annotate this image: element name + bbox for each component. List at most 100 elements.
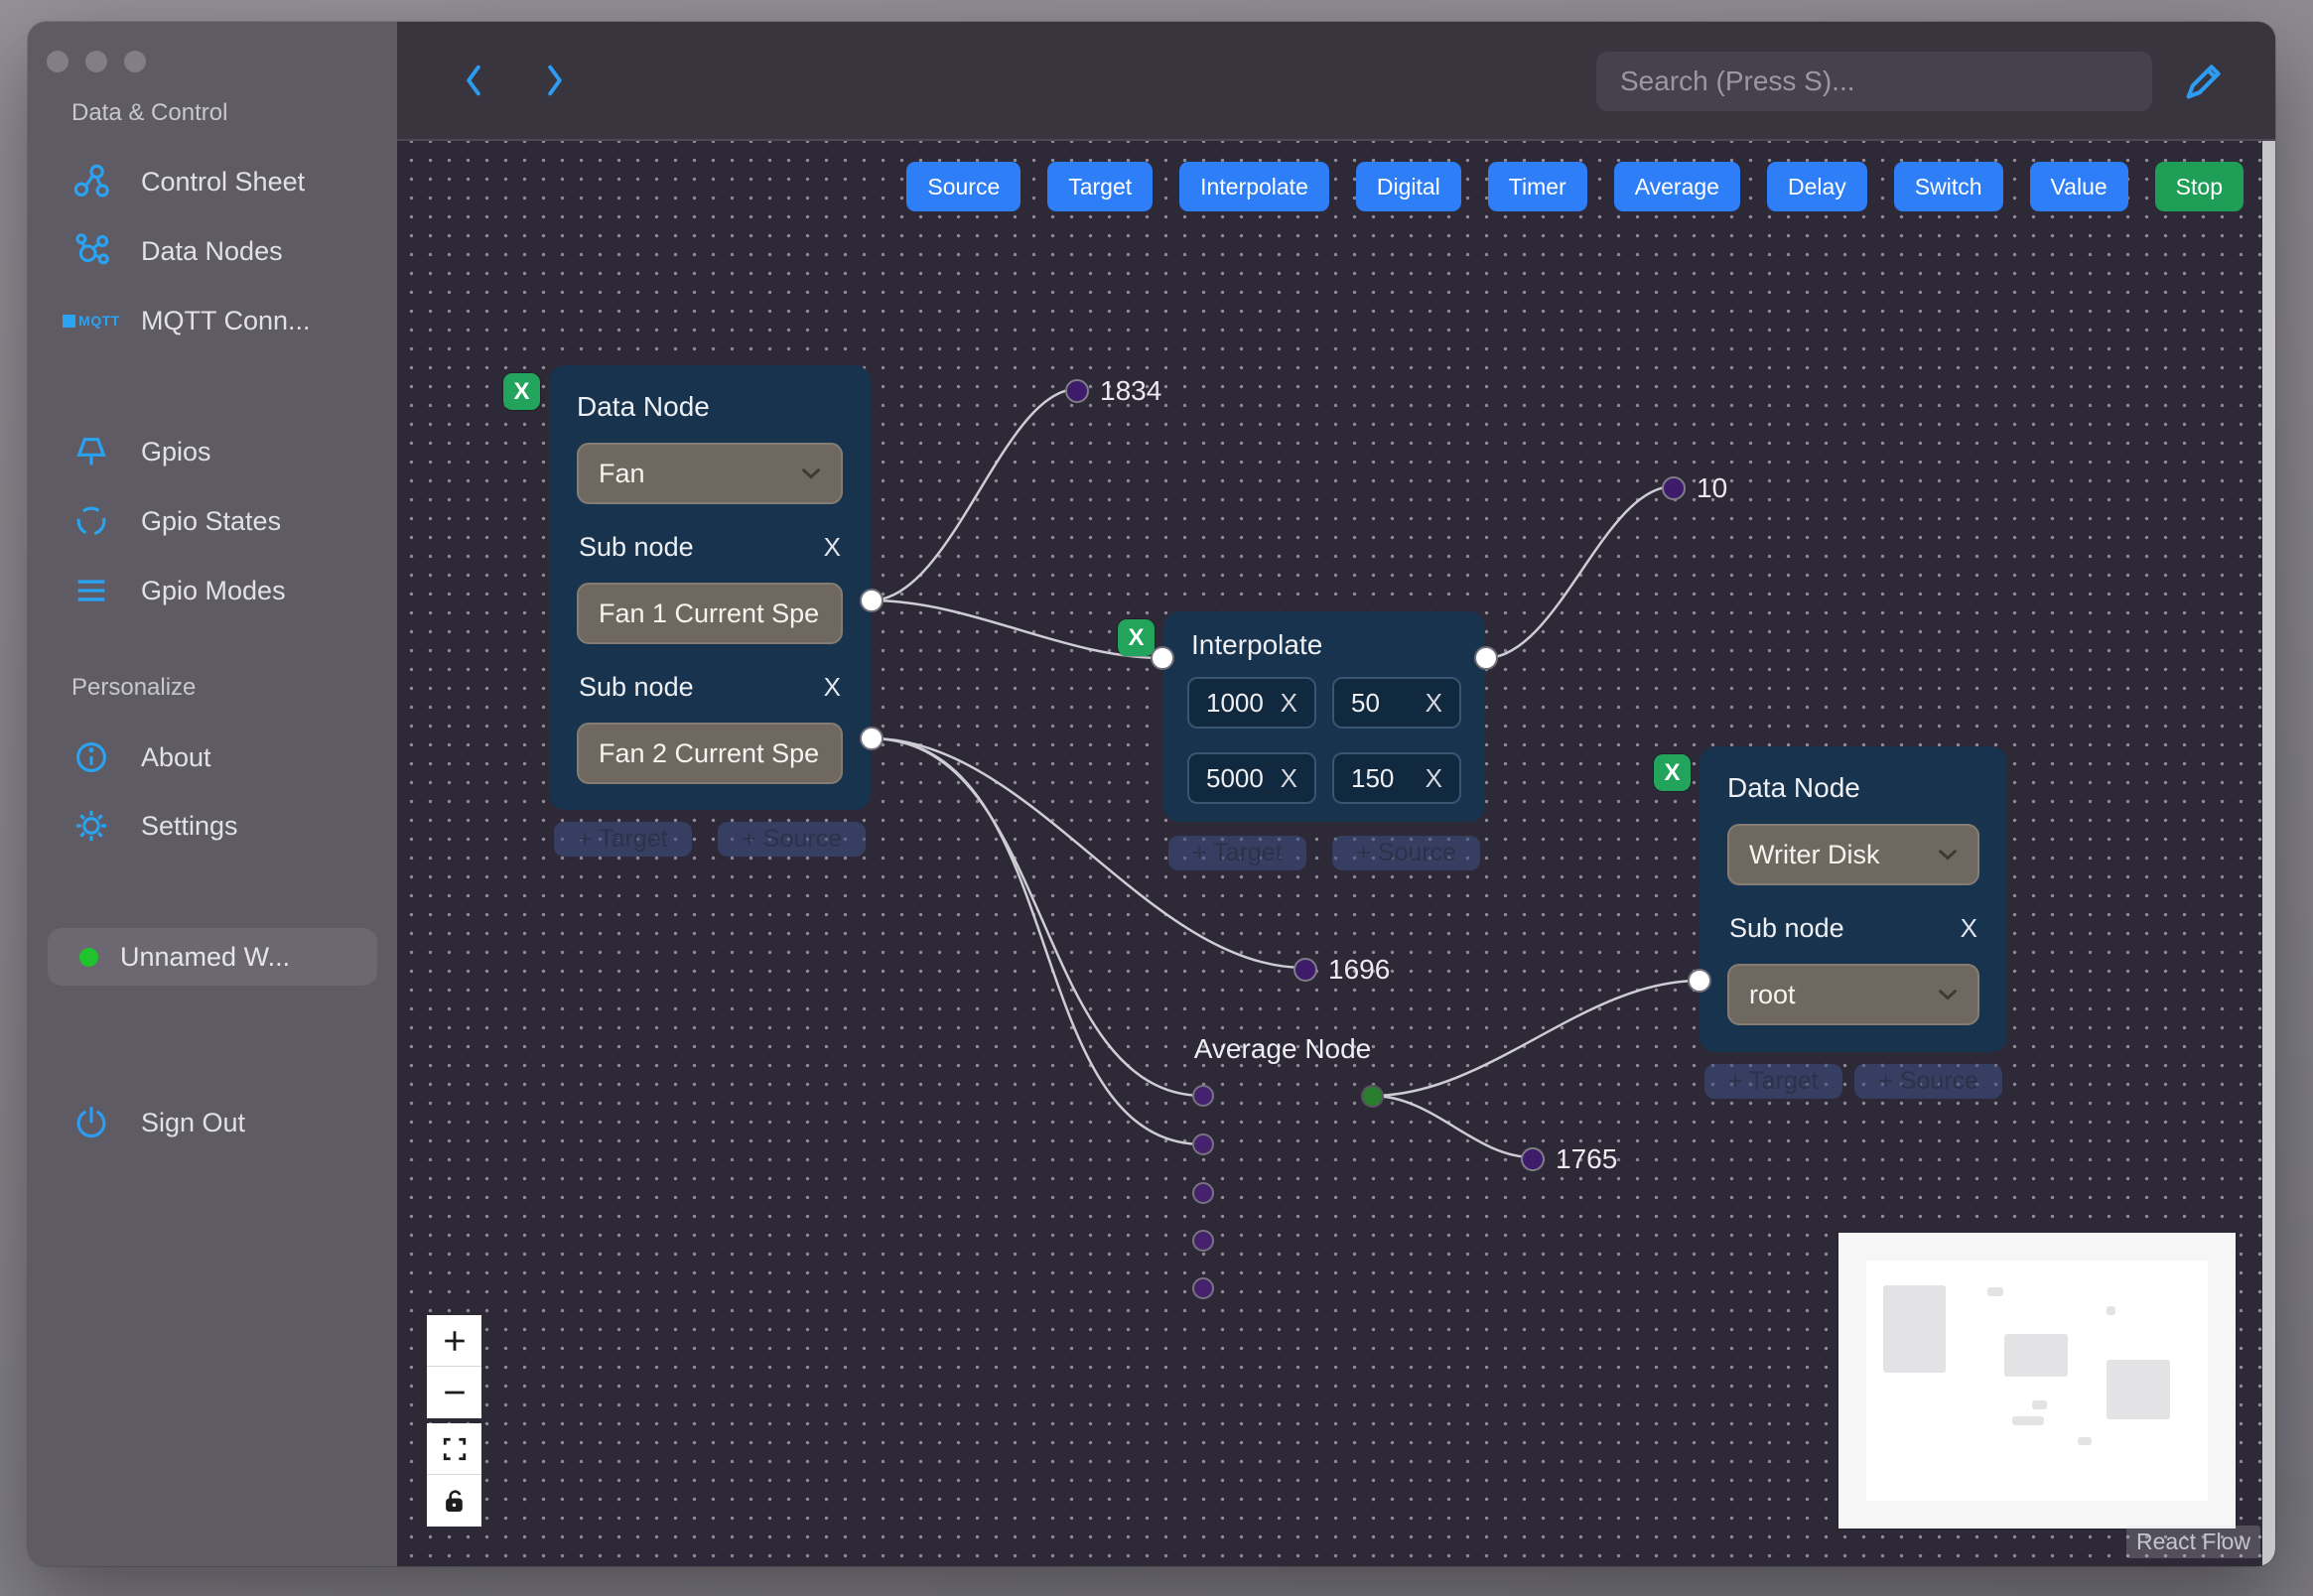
search-input[interactable]	[1596, 52, 2152, 111]
vertical-scrollbar[interactable]	[2262, 141, 2275, 1566]
minimap-node	[2078, 1437, 2092, 1445]
add-target-pill[interactable]: + Target	[1704, 1064, 1842, 1099]
sidebar-item-sign-out[interactable]: Sign Out	[71, 1088, 245, 1157]
sidebar-item-gpio-modes[interactable]: Gpio Modes	[71, 556, 286, 625]
remove-value-button[interactable]: X	[1280, 762, 1297, 793]
lines-icon	[71, 571, 111, 610]
node-title: Data Node	[577, 391, 710, 422]
add-switch-node-button[interactable]: Switch	[1893, 162, 2003, 211]
zoom-button[interactable]	[124, 51, 146, 72]
delete-node-button[interactable]: X	[503, 373, 540, 410]
add-value-node-button[interactable]: Value	[2029, 162, 2128, 211]
interpolate-input[interactable]: 50 X	[1332, 677, 1461, 729]
add-interpolate-node-button[interactable]: Interpolate	[1179, 162, 1329, 211]
add-target-node-button[interactable]: Target	[1047, 162, 1154, 211]
subnode-select[interactable]: Fan 1 Current Spe	[577, 583, 843, 644]
data-nodes-icon	[71, 231, 111, 271]
average-target-handle[interactable]	[1192, 1085, 1214, 1107]
gear-icon	[71, 806, 111, 846]
fit-view-button[interactable]	[427, 1423, 481, 1475]
back-button[interactable]	[459, 64, 488, 97]
remove-subnode-button[interactable]: X	[823, 532, 841, 562]
source-handle-fan1[interactable]	[860, 589, 884, 612]
forward-button[interactable]	[540, 64, 570, 97]
value-handle[interactable]	[1662, 476, 1686, 500]
sidebar-item-control-sheet[interactable]: Control Sheet	[71, 147, 305, 216]
remove-subnode-button[interactable]: X	[1960, 913, 1977, 943]
add-target-pill[interactable]: + Target	[554, 822, 692, 857]
target-handle-writer[interactable]	[1688, 969, 1711, 993]
average-source-handle[interactable]	[1361, 1085, 1384, 1108]
value-handle[interactable]	[1521, 1147, 1545, 1171]
delete-node-button[interactable]: X	[1118, 619, 1155, 656]
average-target-handle[interactable]	[1192, 1230, 1214, 1252]
lock-button[interactable]	[427, 1475, 481, 1527]
interpolate-input[interactable]: 150 X	[1332, 752, 1461, 804]
sidebar-item-data-nodes[interactable]: Data Nodes	[71, 216, 283, 286]
add-digital-node-button[interactable]: Digital	[1355, 162, 1461, 211]
average-target-handle[interactable]	[1192, 1133, 1214, 1155]
fit-view-icon	[443, 1437, 466, 1460]
workspace-status-dot	[79, 947, 98, 967]
sidebar-item-mqtt[interactable]: MQTT MQTT Conn...	[63, 286, 311, 355]
add-source-node-button[interactable]: Source	[906, 162, 1021, 211]
zoom-out-button[interactable]	[427, 1367, 481, 1418]
minimap[interactable]	[1838, 1233, 2236, 1529]
remove-value-button[interactable]: X	[1425, 687, 1442, 718]
source-handle-interpolate[interactable]	[1474, 646, 1498, 670]
sidebar-item-gpio-states[interactable]: Gpio States	[71, 486, 281, 556]
stop-button[interactable]: Stop	[2154, 162, 2244, 211]
edge-average-1765	[1371, 1094, 1534, 1159]
sidebar-item-label: Control Sheet	[141, 166, 306, 197]
close-button[interactable]	[47, 51, 68, 72]
minimap-node	[2107, 1306, 2115, 1315]
edge-fan2-1696	[870, 736, 1306, 970]
edge-value-label: 10	[1662, 472, 1727, 504]
interpolate-input[interactable]: 1000 X	[1187, 677, 1316, 729]
interpolate-input[interactable]: 5000 X	[1187, 752, 1316, 804]
sidebar-item-settings[interactable]: Settings	[71, 791, 238, 861]
sidebar-item-workspace[interactable]: Unnamed W...	[48, 928, 377, 986]
sidebar-item-label: About	[141, 741, 211, 772]
remove-value-button[interactable]: X	[1280, 687, 1297, 718]
subnode-select[interactable]: root	[1727, 964, 1979, 1025]
add-source-pill[interactable]: + Source	[1854, 1064, 2002, 1099]
node-data-writer-disk[interactable]: X Data Node Writer Disk Sub node X root …	[1654, 746, 2007, 1099]
add-timer-node-button[interactable]: Timer	[1487, 162, 1587, 211]
minimap-node	[1883, 1285, 1946, 1373]
chevron-down-icon	[801, 467, 821, 479]
sub-node-label: Sub node	[579, 532, 694, 562]
add-target-pill[interactable]: + Target	[1168, 836, 1306, 870]
remove-subnode-button[interactable]: X	[823, 672, 841, 702]
remove-value-button[interactable]: X	[1425, 762, 1442, 793]
average-target-handle[interactable]	[1192, 1277, 1214, 1299]
sidebar-item-label: Gpio Modes	[141, 575, 286, 605]
subnode-select[interactable]: Fan 2 Current Spe	[577, 723, 843, 784]
flow-canvas[interactable]: Source Target Interpolate Digital Timer …	[397, 141, 2275, 1566]
add-delay-node-button[interactable]: Delay	[1766, 162, 1867, 211]
sidebar-item-gpios[interactable]: Gpios	[71, 417, 211, 486]
add-source-pill[interactable]: + Source	[718, 822, 866, 857]
sidebar-item-about[interactable]: About	[71, 723, 211, 792]
react-flow-attribution[interactable]: React Flow	[2125, 1526, 2260, 1558]
sidebar-item-label: Gpio States	[141, 505, 282, 536]
app-window: Data & Control Control Sheet Data Nodes …	[28, 22, 2275, 1566]
value-handle[interactable]	[1065, 379, 1089, 403]
canvas-controls	[427, 1315, 481, 1527]
source-handle-fan2[interactable]	[860, 727, 884, 750]
edit-pencil-icon[interactable]	[2180, 58, 2228, 110]
sidebar-item-label: Sign Out	[141, 1107, 246, 1137]
average-target-handle[interactable]	[1192, 1182, 1214, 1204]
zoom-in-button[interactable]	[427, 1315, 481, 1367]
add-source-pill[interactable]: + Source	[1332, 836, 1480, 870]
device-select[interactable]: Fan	[577, 443, 843, 504]
target-handle-interpolate[interactable]	[1151, 646, 1174, 670]
add-average-node-button[interactable]: Average	[1613, 162, 1740, 211]
node-data-fan[interactable]: X Data Node Fan Sub node X Fan 1 Current…	[503, 365, 884, 857]
sidebar-item-label: Settings	[141, 810, 238, 841]
node-interpolate[interactable]: X Interpolate 1000 X 50 X 5000 X 150 X	[1118, 611, 1498, 870]
device-select[interactable]: Writer Disk	[1727, 824, 1979, 885]
value-handle[interactable]	[1293, 958, 1317, 982]
delete-node-button[interactable]: X	[1654, 754, 1691, 791]
minimize-button[interactable]	[85, 51, 107, 72]
